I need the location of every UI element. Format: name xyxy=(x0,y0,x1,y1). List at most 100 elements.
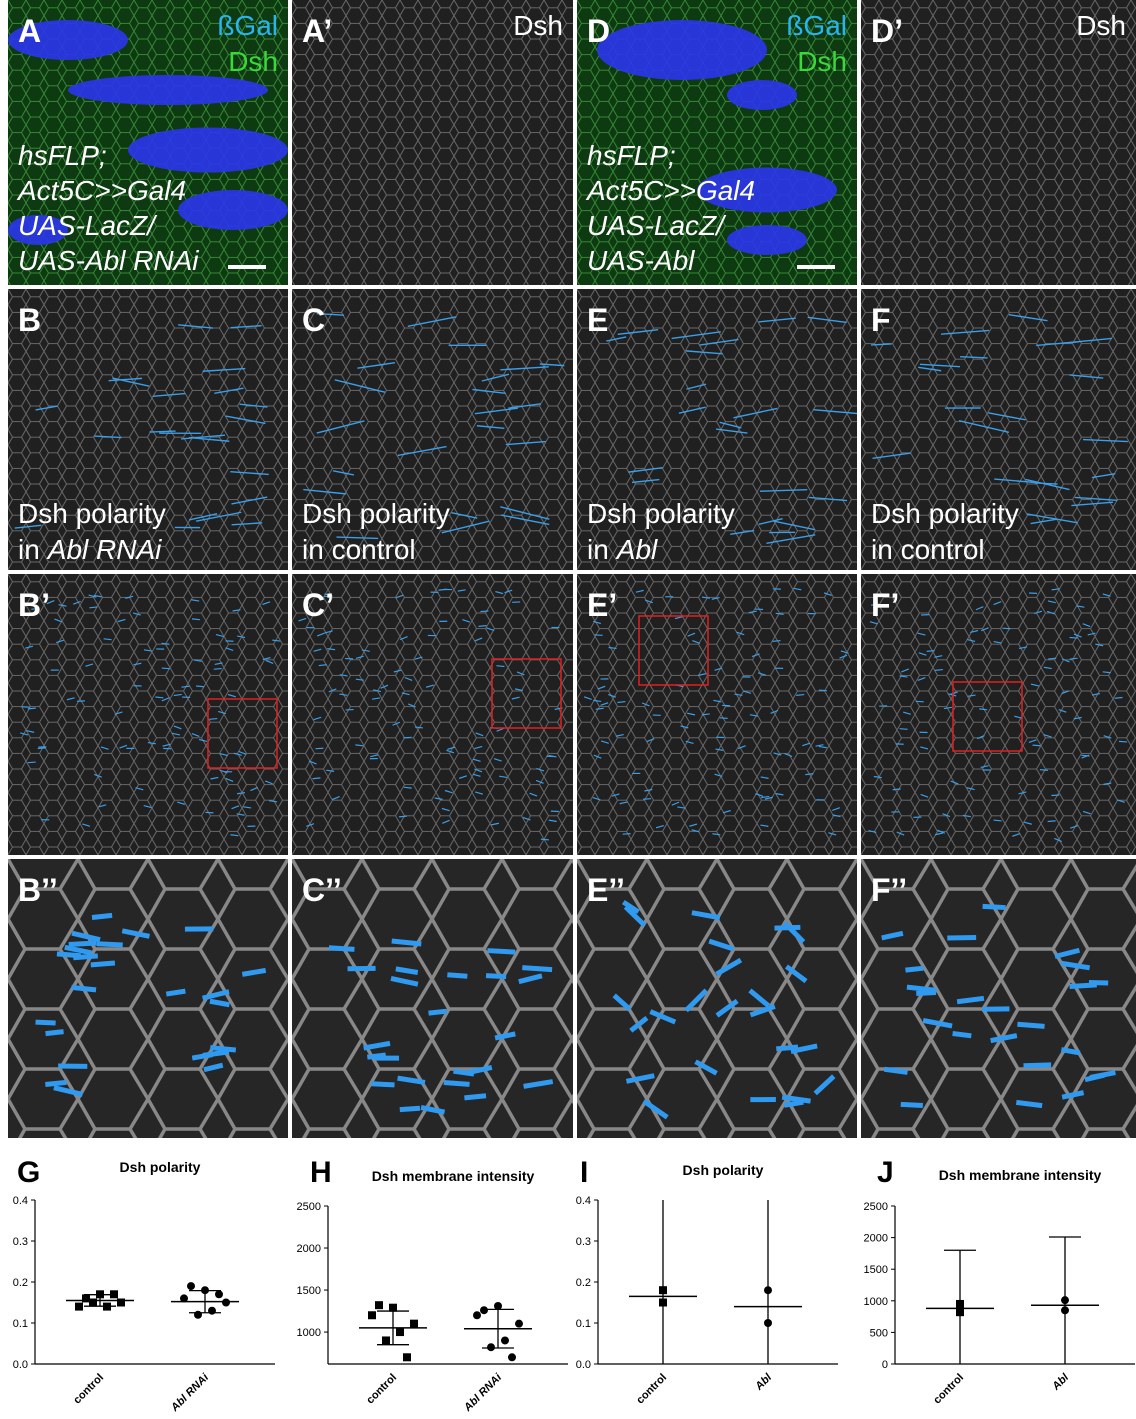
polarity-line xyxy=(892,788,901,791)
panel-label: D xyxy=(587,13,610,49)
polarity-line xyxy=(37,747,46,750)
polarity-line xyxy=(96,941,123,948)
polarity-line xyxy=(918,366,942,372)
polarity-line xyxy=(215,633,224,638)
polarity-line xyxy=(373,689,382,693)
polarity-line xyxy=(1069,657,1078,660)
polarity-line xyxy=(486,627,495,632)
y-tick-label: 0.1 xyxy=(576,1318,591,1330)
caption-line: Dsh polarity xyxy=(587,498,735,529)
polarity-line xyxy=(715,748,724,751)
polarity-line xyxy=(773,520,816,531)
polarity-line xyxy=(937,829,946,834)
data-point xyxy=(389,1303,397,1312)
polarity-line xyxy=(692,640,701,645)
polarity-line xyxy=(161,667,170,670)
polarity-line xyxy=(994,478,1035,484)
image-panel: E’’ xyxy=(577,859,857,1138)
polarity-line xyxy=(119,744,128,749)
plot-area xyxy=(629,1200,802,1364)
polarity-line xyxy=(1047,600,1056,604)
polarity-line xyxy=(1012,832,1021,837)
panel-label: E’ xyxy=(587,587,617,623)
polarity-line xyxy=(355,678,364,681)
polarity-line xyxy=(1023,821,1033,825)
polarity-line xyxy=(1073,633,1082,638)
polarity-line xyxy=(540,838,549,841)
polarity-line xyxy=(398,815,407,818)
polarity-line xyxy=(114,711,123,715)
polarity-line xyxy=(334,379,386,393)
polarity-line xyxy=(873,775,882,779)
polarity-line xyxy=(45,1029,64,1037)
polarity-line xyxy=(655,825,664,829)
polarity-line xyxy=(776,1044,799,1052)
polarity-line xyxy=(336,536,379,540)
polarity-line xyxy=(905,965,924,973)
polarity-line xyxy=(88,594,97,598)
polarity-line xyxy=(902,711,911,715)
polarity-line xyxy=(397,445,447,457)
plot-area xyxy=(926,1236,1099,1364)
polarity-line xyxy=(203,1062,224,1073)
polarity-line xyxy=(243,806,252,809)
polarity-line xyxy=(225,415,266,425)
panel-label: F xyxy=(871,302,891,338)
polarity-line xyxy=(1015,1099,1043,1109)
polarity-line xyxy=(916,989,937,996)
image-panel: C’ xyxy=(292,574,573,855)
polarity-line xyxy=(1114,696,1123,699)
polarity-line xyxy=(54,618,63,623)
polarity-line xyxy=(475,732,484,737)
polarity-line xyxy=(1046,610,1055,615)
polarity-line xyxy=(464,1093,487,1101)
data-point xyxy=(764,1319,772,1327)
polarity-line xyxy=(27,761,36,764)
panel-label: E’’ xyxy=(587,872,625,908)
polarity-line xyxy=(1082,438,1128,443)
image-panel: F Dsh polarity in control xyxy=(861,289,1136,570)
polarity-line xyxy=(487,948,516,955)
micrograph xyxy=(577,859,857,1138)
polarity-line xyxy=(31,607,40,610)
data-point xyxy=(382,1336,390,1345)
polarity-line xyxy=(1030,683,1039,687)
data-point xyxy=(180,1294,188,1303)
polarity-line xyxy=(592,796,601,801)
polarity-line xyxy=(98,804,107,808)
polarity-line xyxy=(784,753,793,758)
polarity-line xyxy=(920,746,929,750)
genotype-line: Act5C>>Gal4 xyxy=(585,175,755,206)
data-point xyxy=(110,1290,118,1299)
polarity-line xyxy=(231,805,240,810)
polarity-line xyxy=(979,708,988,711)
clone-region xyxy=(68,75,268,105)
polarity-line xyxy=(522,816,531,821)
image-panel: B’’ xyxy=(8,859,288,1138)
polarity-line xyxy=(308,760,317,765)
polarity-line xyxy=(241,967,267,977)
polarity-line xyxy=(790,1043,818,1054)
polarity-line xyxy=(926,650,935,652)
polarity-line xyxy=(646,738,655,743)
polarity-line xyxy=(736,631,745,636)
polarity-line xyxy=(303,488,347,495)
polarity-line xyxy=(20,732,29,736)
polarity-line xyxy=(899,728,908,730)
polarity-line xyxy=(1076,605,1085,608)
polarity-line xyxy=(967,694,976,697)
y-tick-label: 0.4 xyxy=(13,1195,28,1207)
polarity-line xyxy=(117,618,126,623)
micrograph xyxy=(8,289,288,570)
caption-italic: Abl RNAi xyxy=(46,534,162,565)
polarity-line xyxy=(46,599,55,605)
polarity-line xyxy=(1043,666,1052,670)
polarity-line xyxy=(393,669,402,673)
polarity-line xyxy=(476,425,505,430)
polarity-line xyxy=(990,1033,1018,1044)
polarity-line xyxy=(1019,646,1028,650)
polarity-line xyxy=(125,595,134,599)
image-panel: E’ xyxy=(577,574,857,855)
polarity-line xyxy=(210,776,219,780)
polarity-line xyxy=(697,673,707,677)
